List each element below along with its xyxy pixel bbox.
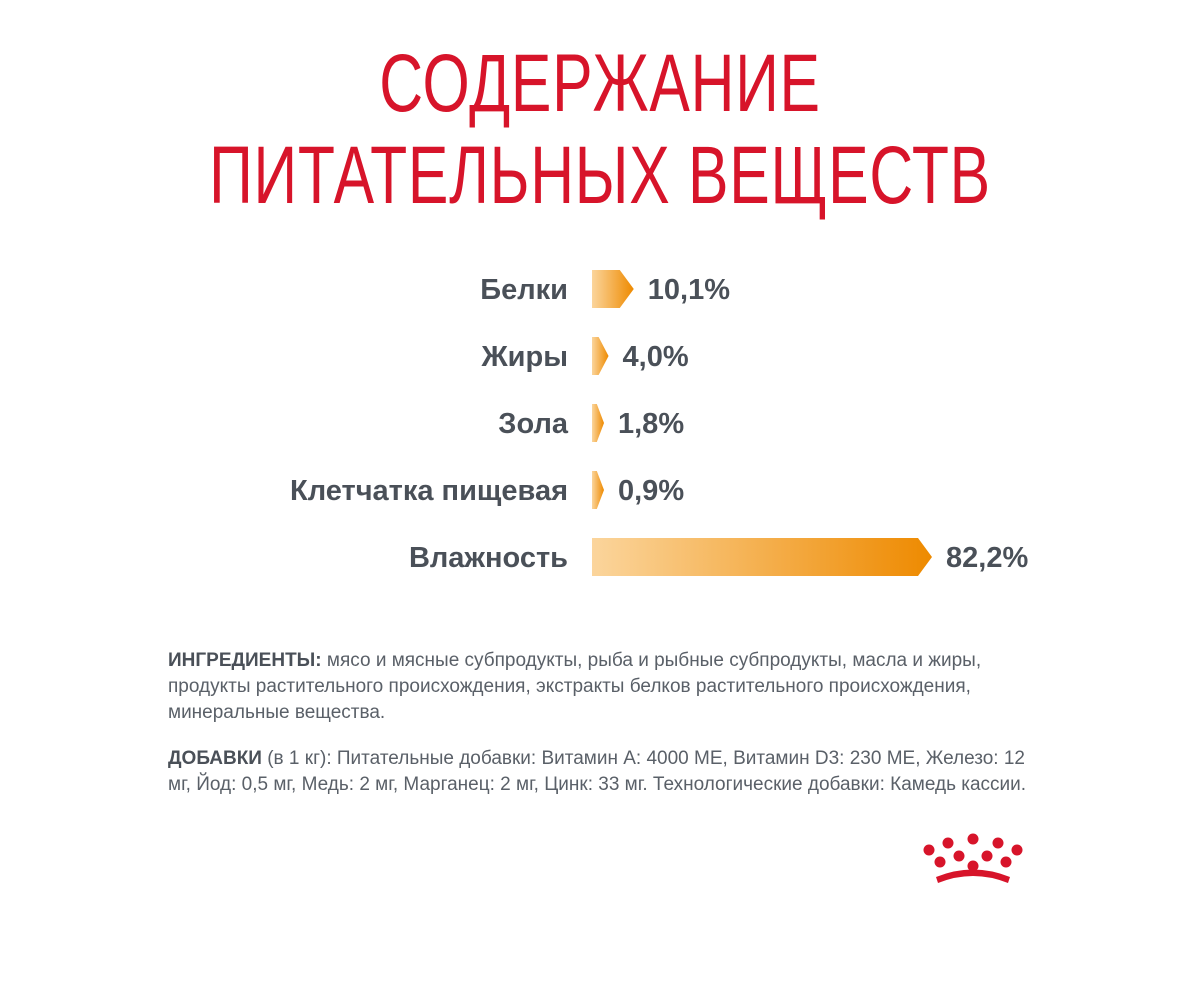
category-label: Влажность xyxy=(409,542,568,574)
ingredients-text: ИНГРЕДИЕНТЫ: мясо и мясные субпродукты, … xyxy=(168,648,1028,726)
title-line-1: СОДЕРЖАНИЕ xyxy=(379,38,821,129)
category-label: Клетчатка пищевая xyxy=(290,475,568,507)
bar-3 xyxy=(592,404,604,442)
additives-content: (в 1 кг): Питательные добавки: Витамин А… xyxy=(168,748,1027,795)
title-line-2: ПИТАТЕЛЬНЫХ ВЕЩЕСТВ xyxy=(209,130,991,221)
additives-label: ДОБАВКИ xyxy=(168,748,262,769)
bar-1 xyxy=(592,270,634,308)
additives-text: ДОБАВКИ (в 1 кг): Питательные добавки: В… xyxy=(168,746,1028,798)
ingredients-content: мясо и мясные субпродукты, рыба и рыбные… xyxy=(168,650,982,723)
category-label: Жиры xyxy=(480,341,568,373)
value-label: 4,0% xyxy=(623,341,689,373)
value-label: 0,9% xyxy=(618,475,684,507)
ingredients-label: ИНГРЕДИЕНТЫ: xyxy=(168,650,322,671)
value-label: 82,2% xyxy=(946,542,1028,574)
nutrient-bar-chart: Белки 10,1% Жиры 4,0% Зола 1,8% Клетчатка пище… xyxy=(290,270,1028,576)
category-label: Зола xyxy=(498,408,569,440)
value-label: 1,8% xyxy=(618,408,684,440)
bar-4 xyxy=(592,471,604,509)
bar-2 xyxy=(592,337,609,375)
page-title: СОДЕРЖАНИЕ ПИТАТЕЛЬНЫХ ВЕЩЕСТВ xyxy=(156,38,1044,222)
value-label: 10,1% xyxy=(648,274,730,306)
category-label: Белки xyxy=(480,274,568,306)
crown-icon xyxy=(923,833,1023,883)
bar-5 xyxy=(592,538,932,576)
